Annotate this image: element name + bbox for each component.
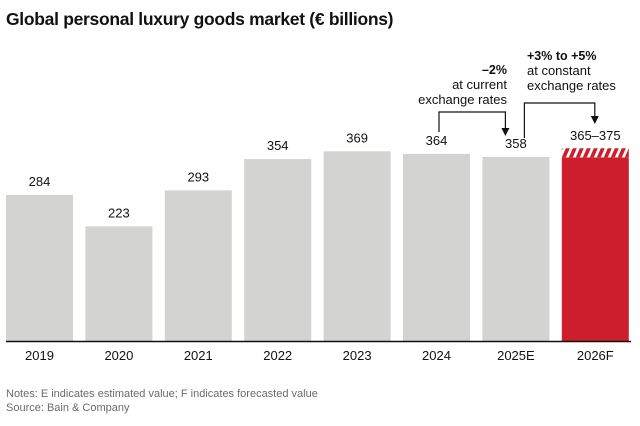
annotation-headline: –2%	[482, 63, 507, 77]
x-tick-2023: 2023	[343, 348, 372, 363]
annotation-text: at current	[452, 77, 507, 92]
bar-2022	[244, 159, 312, 341]
bracket-arrow	[438, 111, 510, 136]
bar-2021	[164, 190, 232, 341]
value-label-2026F: 365–375	[570, 128, 621, 143]
value-label-2025E: 358	[505, 136, 527, 151]
value-label-2020: 223	[108, 205, 130, 220]
x-tick-2019: 2019	[25, 348, 54, 363]
x-tick-2020: 2020	[104, 348, 133, 363]
x-tick-2026F: 2026F	[577, 348, 614, 363]
value-label-2019: 284	[29, 174, 51, 189]
x-tick-2021: 2021	[184, 348, 213, 363]
bracket-arrow	[523, 102, 599, 138]
chart-source: Source: Bain & Company	[6, 402, 130, 414]
bar-2019	[6, 195, 73, 341]
x-tick-2025E: 2025E	[497, 348, 535, 363]
x-tick-2024: 2024	[422, 348, 451, 363]
bar-2020	[85, 226, 153, 341]
value-label-2023: 369	[346, 130, 368, 145]
value-label-2022: 354	[267, 138, 289, 153]
bar-2023	[323, 151, 391, 341]
value-label-2024: 364	[426, 133, 448, 148]
annotation-text: at constant	[527, 63, 591, 78]
value-label-2021: 293	[187, 169, 209, 184]
chart-notes: Notes: E indicates estimated value; F in…	[6, 388, 318, 400]
bar-2026F	[561, 157, 629, 341]
x-tick-2022: 2022	[263, 348, 292, 363]
annotation-headline: +3% to +5%	[527, 49, 596, 63]
chart-title: Global personal luxury goods market (€ b…	[6, 9, 394, 29]
annotation-text: exchange rates	[527, 78, 616, 93]
bar-2025E	[482, 156, 550, 341]
bar-2024	[403, 153, 470, 341]
forecast-range-hatch	[549, 147, 640, 159]
annotation-text: exchange rates	[418, 92, 507, 107]
